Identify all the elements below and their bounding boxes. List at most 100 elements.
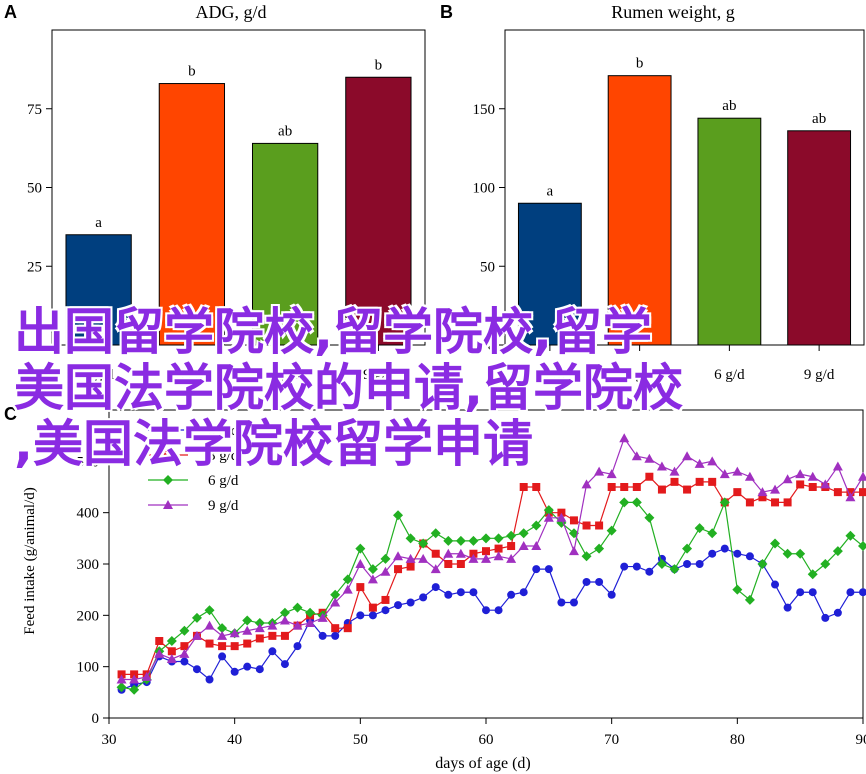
x-tick-label: 50 — [353, 732, 368, 748]
data-point — [506, 553, 517, 563]
panel-c-feed-intake-chart: C 0 100 200 300 400 500 30 40 50 60 70 80 90 0 g/d 3 g… — [4, 404, 866, 772]
data-point — [745, 552, 754, 561]
data-point — [356, 583, 365, 592]
data-point — [808, 483, 817, 491]
data-point — [191, 630, 202, 640]
data-point — [619, 497, 630, 508]
data-point — [682, 451, 693, 461]
data-point — [796, 480, 805, 489]
data-point — [242, 615, 253, 626]
data-point — [368, 603, 377, 612]
data-point — [254, 618, 265, 629]
data-point — [367, 574, 378, 584]
y-tick-label: 500 — [77, 454, 100, 470]
data-point — [581, 479, 592, 489]
panel-a-label: A — [4, 2, 17, 22]
bar-9gd — [345, 76, 412, 346]
data-point — [645, 567, 654, 576]
y-tick-label: 100 — [473, 181, 496, 197]
data-point — [229, 628, 240, 638]
data-point — [155, 637, 164, 645]
data-point — [732, 584, 743, 595]
data-point — [694, 458, 705, 468]
bar-0gd — [517, 202, 582, 346]
data-point — [481, 553, 491, 563]
data-point — [394, 565, 403, 574]
data-point — [493, 533, 504, 544]
data-point — [218, 652, 227, 661]
data-point — [807, 471, 818, 481]
data-point — [807, 569, 818, 580]
data-point — [708, 477, 717, 486]
data-point — [129, 674, 140, 684]
data-point — [620, 483, 629, 491]
bar-significance-letter: a — [95, 215, 102, 231]
data-point — [694, 523, 705, 534]
data-point — [166, 653, 177, 663]
data-point — [582, 577, 591, 586]
y-axis-label: Feed intake (g/animal/d) — [22, 487, 38, 634]
bar-significance-letter: b — [636, 56, 644, 72]
data-point — [116, 674, 127, 684]
data-point — [280, 660, 289, 669]
y-tick-label: 150 — [473, 102, 496, 118]
data-point — [431, 583, 440, 592]
data-point — [606, 525, 617, 536]
data-point — [656, 559, 667, 569]
bar-significance-letter: b — [188, 64, 196, 80]
data-point — [845, 492, 856, 502]
data-point — [733, 488, 742, 497]
data-point — [419, 593, 428, 602]
data-point — [568, 546, 579, 556]
data-point — [757, 487, 768, 497]
data-point — [129, 684, 140, 695]
data-point — [180, 657, 189, 666]
y-tick-label: 0 — [35, 338, 43, 354]
data-point — [469, 588, 478, 597]
data-point — [619, 433, 630, 443]
y-tick-label: 75 — [27, 102, 42, 118]
data-point — [820, 479, 831, 489]
data-point — [130, 670, 139, 679]
data-point — [455, 548, 466, 558]
data-point — [355, 543, 366, 554]
bar-significance-letter: ab — [722, 98, 736, 114]
data-point — [632, 483, 641, 491]
data-point — [581, 551, 592, 562]
data-point — [217, 630, 228, 640]
bar-significance-letter: b — [375, 57, 383, 73]
data-point — [507, 542, 516, 551]
y-tick-label: 50 — [480, 259, 495, 275]
series-6gd — [116, 497, 866, 695]
data-point — [607, 590, 616, 599]
data-point — [782, 548, 793, 559]
data-point — [468, 535, 479, 546]
data-point — [255, 665, 264, 674]
data-point — [632, 562, 641, 571]
data-point — [481, 533, 491, 544]
data-point — [367, 564, 378, 575]
data-point — [846, 588, 855, 597]
legend-marker — [163, 500, 173, 509]
data-point — [368, 611, 377, 620]
data-point — [832, 546, 843, 557]
data-point — [355, 559, 366, 568]
data-point — [393, 510, 404, 521]
data-point — [293, 642, 302, 651]
data-point — [342, 584, 353, 594]
data-point — [243, 639, 252, 648]
data-point — [719, 497, 730, 508]
data-point — [782, 474, 793, 484]
legend-entry: 6 g/d — [208, 473, 239, 489]
data-point — [456, 588, 465, 597]
y-tick-label: 300 — [77, 557, 100, 573]
y-tick-label: 200 — [77, 608, 100, 624]
data-point — [595, 521, 604, 530]
y-tick-label: 0 — [92, 711, 100, 727]
x-tick-label: 90 — [856, 732, 866, 748]
data-point — [695, 560, 704, 568]
data-point — [557, 508, 566, 517]
x-tick-label: 30 — [102, 732, 117, 748]
data-point — [770, 484, 781, 494]
data-point — [482, 547, 490, 556]
